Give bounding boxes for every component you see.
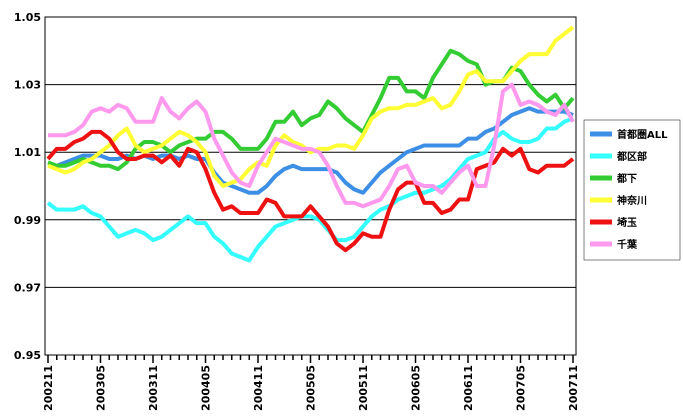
x-tick-label: 200411: [252, 365, 265, 411]
series-line: [46, 129, 575, 253]
plot-area: [45, 17, 576, 355]
x-tick-label: 200311: [147, 365, 160, 411]
y-tick-label: 1.05: [14, 11, 41, 24]
x-tick-label: 200605: [410, 365, 423, 411]
x-tick-label: 200505: [305, 365, 318, 411]
series-line: [46, 116, 574, 263]
legend-box: [583, 119, 681, 261]
series-line: [48, 82, 575, 209]
x-tick-label: 200611: [462, 365, 475, 411]
legend-label: 首都圏ALL: [617, 128, 668, 141]
y-tick-label: 0.99: [14, 214, 41, 227]
plot-border: [44, 16, 577, 356]
y-tick-label: 1.01: [14, 146, 41, 159]
x-tick-label: 200211: [42, 365, 55, 411]
x-tick-label: 200305: [95, 365, 108, 411]
x-tick-label: 200705: [515, 365, 528, 411]
legend-label: 神奈川: [617, 194, 647, 207]
series-line: [47, 48, 575, 172]
legend-label: 都区部: [616, 150, 647, 163]
y-tick-label: 1.03: [14, 79, 41, 92]
x-tick-label: 200511: [357, 365, 370, 411]
legend-label: 埼玉: [617, 216, 637, 229]
series-line: [47, 25, 575, 188]
x-tick-label: 200711: [567, 365, 580, 411]
y-tick-label: 0.95: [14, 349, 41, 362]
legend-label: 千葉: [617, 238, 638, 251]
legend-label: 都下: [616, 172, 637, 185]
x-tick-label: 200405: [200, 365, 213, 411]
y-tick-label: 0.97: [14, 281, 41, 294]
